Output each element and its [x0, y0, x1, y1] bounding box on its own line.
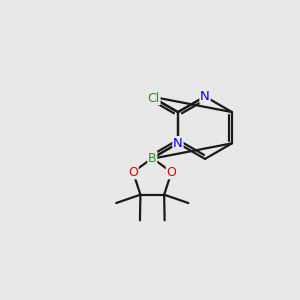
Text: N: N: [200, 90, 210, 103]
Text: O: O: [128, 166, 138, 178]
Text: O: O: [167, 166, 176, 178]
Text: N: N: [173, 137, 183, 150]
Text: Cl: Cl: [148, 92, 160, 105]
Text: B: B: [148, 152, 157, 165]
